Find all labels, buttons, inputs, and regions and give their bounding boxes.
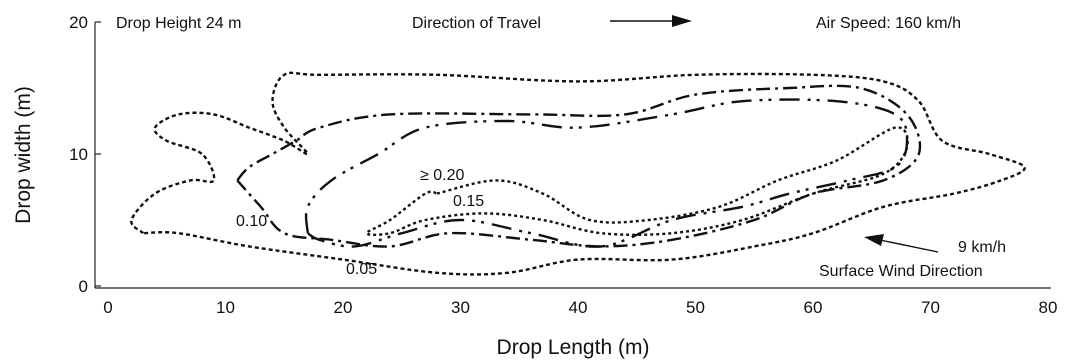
- x-tick-label: 80: [1039, 298, 1058, 317]
- contour-label: 0.05: [346, 261, 377, 278]
- y-tick-label: 20: [69, 13, 88, 32]
- contour-label: ≥ 0.20: [420, 167, 464, 184]
- wind-direction-label: Surface Wind Direction: [819, 263, 983, 280]
- drop-height-label: Drop Height 24 m: [116, 15, 241, 32]
- x-tick-label: 30: [451, 298, 470, 317]
- direction-of-travel-label: Direction of Travel: [412, 15, 541, 32]
- y-axis-title: Drop width (m): [12, 86, 35, 224]
- x-tick-label: 40: [569, 298, 588, 317]
- contour-line: [304, 98, 909, 248]
- y-tick-label: 0: [79, 277, 88, 296]
- wind-speed-label: 9 km/h: [958, 239, 1006, 256]
- travel-arrow-icon: [610, 15, 692, 27]
- x-axis-title: Drop Length (m): [497, 336, 650, 359]
- x-tick-label: 20: [334, 298, 353, 317]
- x-tick-label: 60: [804, 298, 823, 317]
- tick-labels: 0 10 20 30 40 50 60 70 80 0 10 20: [69, 13, 1057, 317]
- x-tick-label: 50: [686, 298, 705, 317]
- contour-line: [236, 84, 922, 248]
- contour-label: 0.15: [453, 193, 484, 210]
- x-tick-label: 0: [103, 298, 112, 317]
- y-tick-label: 10: [69, 145, 88, 164]
- contour-lines: 0.05 0.10 0.15 ≥ 0.20: [130, 71, 1026, 278]
- air-speed-label: Air Speed: 160 km/h: [816, 15, 961, 32]
- x-tick-label: 10: [216, 298, 235, 317]
- contour-line: [130, 71, 1026, 276]
- wind-arrow-icon: [864, 234, 939, 253]
- x-tick-label: 70: [921, 298, 940, 317]
- contour-label: 0.10: [236, 213, 267, 230]
- contour-line: [365, 126, 909, 237]
- axes: [94, 22, 1051, 289]
